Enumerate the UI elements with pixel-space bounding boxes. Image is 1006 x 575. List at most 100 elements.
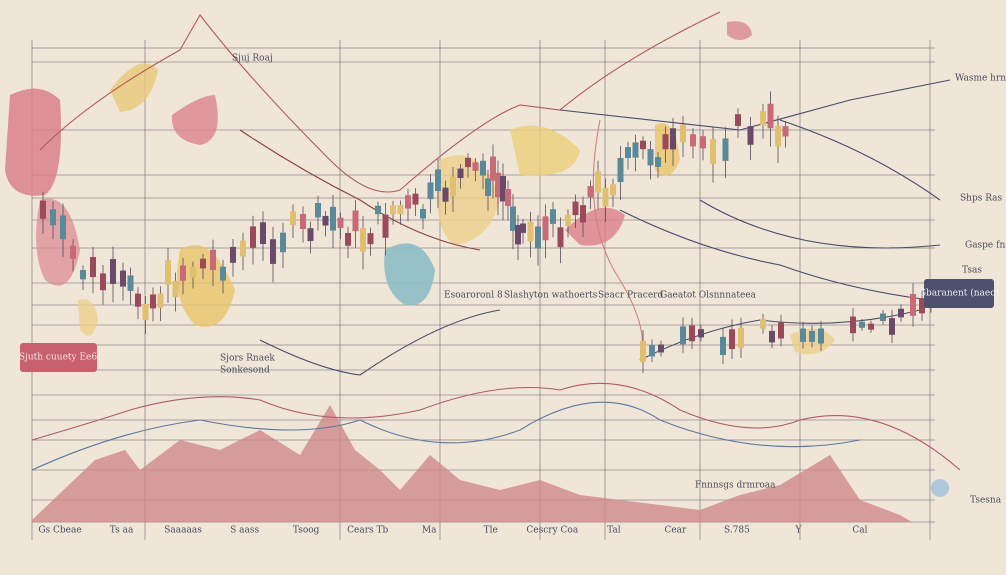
candle	[150, 294, 156, 309]
candle	[465, 157, 471, 168]
candle	[767, 103, 774, 129]
candle	[280, 232, 286, 253]
candle	[919, 298, 925, 314]
candle	[868, 323, 874, 330]
label: Sjors Rnaek	[220, 354, 275, 364]
candle	[200, 258, 206, 269]
candle	[260, 222, 266, 245]
label: Gbaranent (naeo)	[919, 288, 999, 299]
candle	[360, 227, 366, 252]
label: Esoaroronl 8	[444, 291, 503, 301]
candle	[500, 176, 506, 202]
candle	[180, 265, 186, 281]
candle	[127, 275, 134, 291]
candle	[472, 162, 479, 171]
labels: Sjuj Roaj Sjuth cuuety Ee6 Gbaranent (na…	[19, 54, 1006, 506]
label: Wasme hrn hfe	[955, 74, 1006, 84]
candle	[662, 134, 669, 150]
candle	[729, 329, 735, 350]
label: Tsas	[962, 266, 982, 276]
candle	[315, 202, 321, 218]
right-box	[924, 279, 994, 308]
candle	[412, 193, 419, 205]
candle	[90, 257, 96, 278]
axis-labels: Gs Cbeae Ts aa Saaaaas S aass Tsoog Cears Tb M…	[38, 526, 867, 536]
candle	[680, 124, 686, 143]
candle	[505, 188, 511, 206]
candle	[760, 318, 766, 329]
candle	[769, 330, 775, 343]
candle	[572, 201, 579, 216]
candle	[602, 187, 609, 207]
axis-label: Saaaaas	[164, 526, 202, 536]
candle	[142, 304, 149, 321]
axis-label: Tsoog	[293, 526, 320, 536]
candle	[520, 223, 526, 233]
candle	[542, 216, 549, 241]
candle	[345, 233, 351, 246]
candle	[382, 214, 389, 238]
candle	[670, 128, 676, 150]
candle	[352, 210, 359, 232]
candle	[367, 233, 374, 245]
candle	[300, 213, 306, 229]
candle	[70, 245, 76, 259]
candle	[435, 169, 441, 192]
candle	[818, 328, 824, 344]
candle	[775, 125, 781, 147]
candle	[405, 195, 411, 209]
candle	[640, 340, 646, 363]
label: Seacr Pracerd	[598, 291, 663, 301]
candle	[210, 249, 216, 270]
candle	[457, 168, 464, 178]
axis-label: Cear	[664, 526, 687, 536]
candle	[550, 209, 556, 224]
candle	[859, 321, 865, 328]
candle	[495, 172, 501, 198]
axis-label: Ts aa	[110, 526, 134, 536]
label: Sjuj Roaj	[232, 54, 273, 64]
candle	[527, 221, 534, 242]
candle	[690, 134, 696, 147]
candle	[250, 226, 256, 248]
candle	[595, 171, 601, 193]
candle	[800, 328, 806, 342]
candle	[515, 224, 521, 245]
axis-label: Cal	[852, 526, 867, 536]
candle	[50, 209, 56, 226]
label: Tsesna	[970, 496, 1002, 506]
axis-label: Cescry Coa	[526, 526, 578, 536]
candle	[390, 205, 396, 215]
candle	[420, 208, 426, 219]
candle	[658, 344, 664, 353]
axis-label: Y	[794, 526, 802, 536]
label: Shps Ras	[960, 194, 1003, 204]
candle	[480, 160, 486, 176]
label: Slashyton wathoerts	[504, 291, 598, 301]
candle	[617, 157, 624, 183]
candle	[270, 239, 276, 264]
candle	[565, 214, 571, 226]
label: Sjuth cuuety Ee6	[19, 353, 97, 363]
candle	[307, 228, 314, 242]
candle	[720, 336, 726, 355]
candle	[698, 329, 704, 338]
candle	[322, 215, 329, 226]
candle	[110, 259, 116, 284]
axis-label: Gs Cbeae	[38, 526, 81, 536]
candle	[485, 178, 491, 196]
candle	[735, 114, 741, 126]
candle	[490, 156, 496, 181]
candle	[330, 206, 336, 231]
candle	[337, 217, 344, 228]
candle	[100, 273, 106, 291]
candle	[135, 293, 141, 307]
mountain-area	[32, 405, 912, 522]
candle	[760, 111, 766, 126]
candle	[40, 200, 46, 219]
candle	[450, 176, 456, 197]
candle	[710, 139, 716, 165]
axis-label: Tal	[607, 526, 621, 536]
candle	[738, 327, 744, 348]
